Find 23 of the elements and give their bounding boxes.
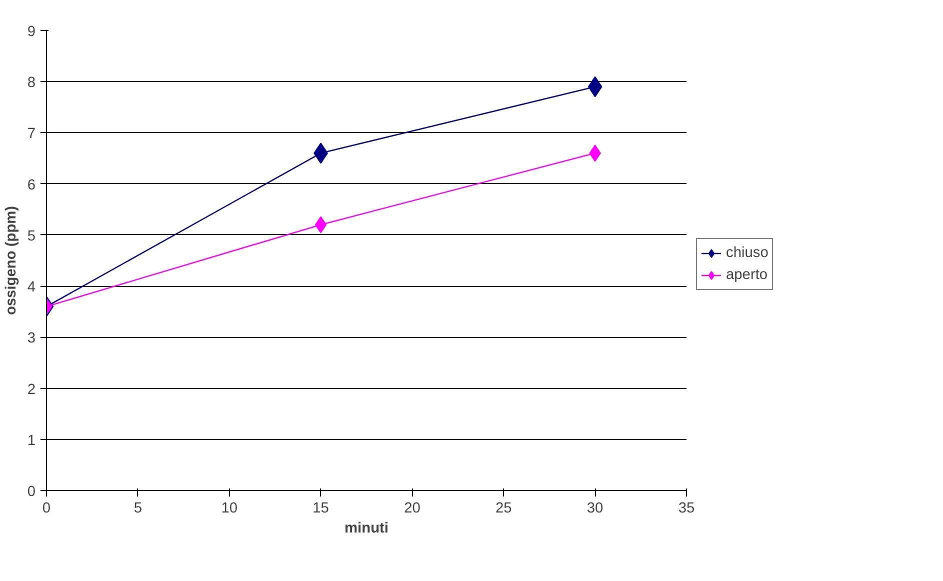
y-tick-label: 3	[27, 330, 36, 347]
x-tick-label: 25	[495, 500, 512, 516]
y-tick-label: 5	[27, 228, 36, 244]
point	[314, 216, 327, 234]
y-tick-label: 4	[27, 280, 36, 296]
x-tick-label: 30	[586, 500, 604, 516]
y-tick-label: 2	[27, 382, 36, 398]
y-tick-label: 8	[27, 75, 36, 92]
legend-label: aperto	[726, 267, 768, 283]
y-tick-label: 9	[27, 24, 36, 40]
y-axis-title: ossigeno (ppm)	[3, 206, 20, 316]
y-tick-label: 7	[27, 126, 36, 142]
x-tick-label: 20	[404, 500, 420, 516]
x-axis-title: minuti	[344, 520, 388, 536]
x-tick-label: 0	[42, 500, 51, 516]
x-tick-label: 10	[221, 500, 238, 516]
y-tick-label: 0	[27, 484, 36, 500]
y-tick-label: 6	[27, 177, 36, 194]
x-tick-label: 5	[134, 500, 142, 516]
x-tick-label: 35	[678, 500, 695, 516]
legend-label: chiuso	[726, 245, 768, 261]
x-tick-label: 15	[312, 500, 329, 516]
y-tick-label: 1	[27, 432, 36, 449]
